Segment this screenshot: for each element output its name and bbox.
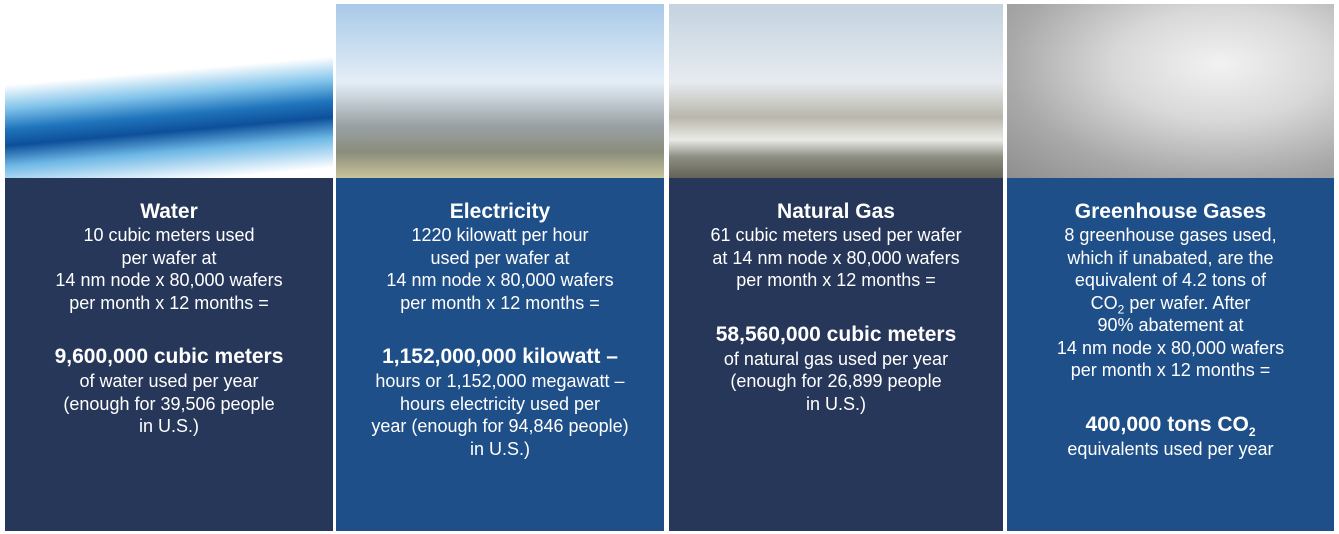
detail-line: of water used per year bbox=[5, 370, 333, 393]
detail-line: of natural gas used per year bbox=[669, 348, 1003, 371]
description-line: per wafer at bbox=[5, 247, 333, 270]
panel-title: Natural Gas bbox=[669, 200, 1003, 224]
text-part: CO bbox=[1091, 293, 1118, 313]
detail-line: (enough for 26,899 people bbox=[669, 370, 1003, 393]
text-part: 400,000 tons CO bbox=[1085, 413, 1248, 436]
detail-line: in U.S.) bbox=[336, 438, 664, 461]
panel-title: Greenhouse Gases bbox=[1007, 200, 1334, 224]
page: Water10 cubic meters usedper wafer at14 … bbox=[0, 0, 1339, 534]
description-line: 1220 kilowatt per hour bbox=[336, 224, 664, 247]
description-line: 14 nm node x 80,000 wafers bbox=[1007, 337, 1334, 360]
electricity-image bbox=[336, 4, 664, 178]
description-line: at 14 nm node x 80,000 wafers bbox=[669, 247, 1003, 270]
natural-gas-image bbox=[669, 4, 1003, 178]
subscript: 2 bbox=[1249, 425, 1256, 439]
detail-line: (enough for 39,506 people bbox=[5, 393, 333, 416]
detail-line: in U.S.) bbox=[669, 393, 1003, 416]
description-line: equivalent of 4.2 tons of bbox=[1007, 269, 1334, 292]
highlight: 9,600,000 cubic meters bbox=[5, 344, 333, 370]
detail-line: hours or 1,152,000 megawatt – bbox=[336, 370, 664, 393]
water-image bbox=[5, 4, 333, 178]
description-line: 14 nm node x 80,000 wafers bbox=[336, 269, 664, 292]
description-line: per month x 12 months = bbox=[669, 269, 1003, 292]
highlight: 58,560,000 cubic meters bbox=[669, 322, 1003, 348]
description-line: per month x 12 months = bbox=[336, 292, 664, 315]
description-line: 8 greenhouse gases used, bbox=[1007, 224, 1334, 247]
description-line: per month x 12 months = bbox=[5, 292, 333, 315]
detail-line: equivalents used per year bbox=[1007, 438, 1334, 461]
description-line: 90% abatement at bbox=[1007, 314, 1334, 337]
highlight: 1,152,000,000 kilowatt – bbox=[336, 344, 664, 370]
description-line: 10 cubic meters used bbox=[5, 224, 333, 247]
description-line: CO2 per wafer. After bbox=[1007, 292, 1334, 315]
panel-title: Electricity bbox=[336, 200, 664, 224]
greenhouse-image bbox=[1007, 4, 1334, 178]
detail-line: in U.S.) bbox=[5, 415, 333, 438]
description-line: used per wafer at bbox=[336, 247, 664, 270]
panel-title: Water bbox=[5, 200, 333, 224]
description-line: which if unabated, are the bbox=[1007, 247, 1334, 270]
detail-line: year (enough for 94,846 people) bbox=[336, 415, 664, 438]
description-line: 61 cubic meters used per wafer bbox=[669, 224, 1003, 247]
highlight: 400,000 tons CO2 bbox=[1007, 412, 1334, 438]
description-line: per month x 12 months = bbox=[1007, 359, 1334, 382]
text-part: per wafer. After bbox=[1124, 293, 1250, 313]
description-line: 14 nm node x 80,000 wafers bbox=[5, 269, 333, 292]
detail-line: hours electricity used per bbox=[336, 393, 664, 416]
